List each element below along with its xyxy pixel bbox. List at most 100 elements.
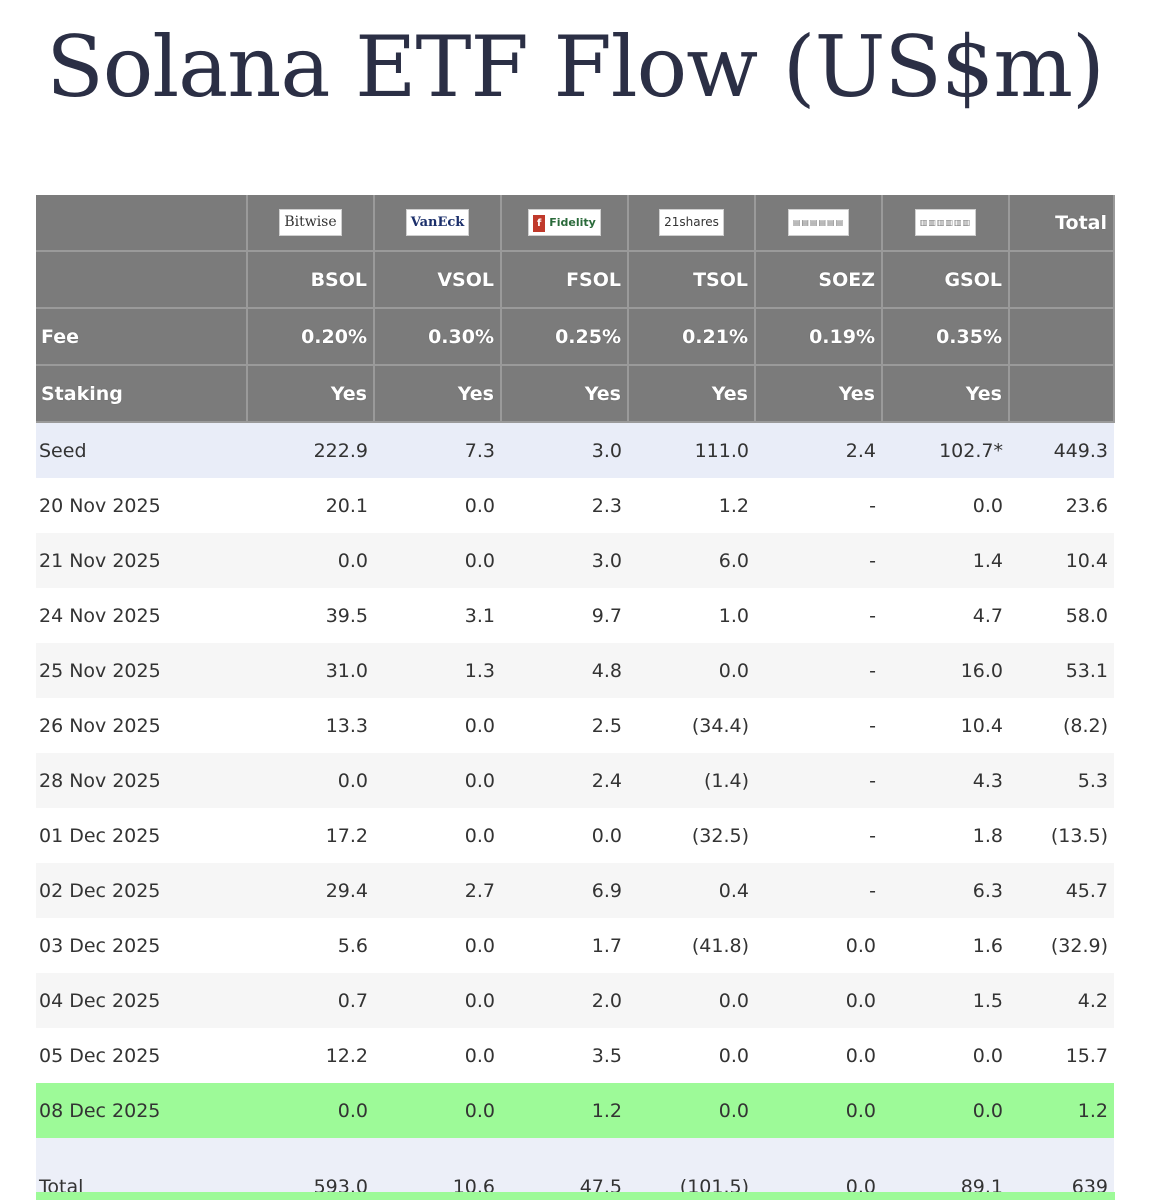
staking-gsol: Yes (882, 365, 1010, 423)
table-cell: 1.7 (501, 918, 628, 973)
table-cell: 449.3 (1009, 422, 1114, 478)
table-cell: 3.5 (501, 1028, 628, 1083)
soez-issuer-logo: ▤▤▤▤▤▤ (787, 209, 850, 236)
logo-cell-tsol: 21shares (628, 195, 756, 252)
table-cell: 53.1 (1009, 643, 1114, 698)
table-cell: (41.8) (628, 918, 755, 973)
row-label: 21 Nov 2025 (36, 533, 247, 588)
header-row-tickers: BSOL VSOL FSOL TSOL SOEZ GSOL (36, 251, 1115, 309)
ticker-gsol: GSOL (882, 251, 1010, 309)
logo-cell-fsol: f Fidelity (501, 195, 629, 252)
ticker-tsol: TSOL (628, 251, 756, 309)
table-cell: 4.2 (1009, 973, 1114, 1028)
row-label: 02 Dec 2025 (36, 863, 247, 918)
staking-total-cell (1009, 365, 1115, 423)
header-row-fee: Fee 0.20% 0.30% 0.25% 0.21% 0.19% 0.35% (36, 308, 1115, 366)
ticker-soez: SOEZ (755, 251, 883, 309)
table-cell: 0.0 (882, 1028, 1009, 1083)
cropped-row-fragment (36, 1192, 1115, 1200)
table-cell: 5.3 (1009, 753, 1114, 808)
fidelity-mark-icon: f (533, 214, 546, 232)
table-cell: 29.4 (247, 863, 374, 918)
table-cell: 9.7 (501, 588, 628, 643)
page-title: Solana ETF Flow (US$m) (46, 18, 1105, 116)
table-cell: 1.2 (628, 478, 755, 533)
logo-cell-soez: ▤▤▤▤▤▤ (755, 195, 883, 252)
21shares-logo: 21shares (659, 209, 724, 236)
table-row: 03 Dec 2025 5.6 0.0 1.7 (41.8) 0.0 1.6 (32.9) (36, 918, 1114, 973)
fidelity-logo-wrap: f Fidelity (528, 209, 601, 236)
table-cell: 0.0 (374, 478, 501, 533)
row-label: 25 Nov 2025 (36, 643, 247, 698)
table-cell: 4.8 (501, 643, 628, 698)
row-label: Seed (36, 422, 247, 478)
table-cell: - (755, 808, 882, 863)
table-cell: 1.2 (501, 1083, 628, 1138)
table-cell: 89.1 (882, 1138, 1009, 1198)
table-cell: 2.3 (501, 478, 628, 533)
row-label: 08 Dec 2025 (36, 1083, 247, 1138)
table-cell: 47.5 (501, 1138, 628, 1198)
table-cell: 1.4 (882, 533, 1009, 588)
table-cell: 1.5 (882, 973, 1009, 1028)
table-cell: - (755, 588, 882, 643)
staking-fsol: Yes (501, 365, 629, 423)
table-cell: 0.0 (374, 918, 501, 973)
table-cell: 12.2 (247, 1028, 374, 1083)
fee-total-cell (1009, 308, 1115, 366)
header-corner-cell (36, 195, 248, 252)
ticker-bsol: BSOL (247, 251, 375, 309)
table-cell: (1.4) (628, 753, 755, 808)
table-cell: 0.7 (247, 973, 374, 1028)
fee-tsol: 0.21% (628, 308, 756, 366)
table-cell: 0.0 (755, 1138, 882, 1198)
logo-cell-bsol: Bitwise (247, 195, 375, 252)
ticker-vsol: VSOL (374, 251, 502, 309)
header-row-logos: Bitwise VanEck f Fidelity 21shares ▤▤▤▤▤▤… (36, 195, 1115, 252)
table-cell: 639 (1009, 1138, 1114, 1198)
table-row: Total 593.0 10.6 47.5 (101.5) 0.0 89.1 639 (36, 1138, 1114, 1198)
table-cell: - (755, 533, 882, 588)
table-row: 21 Nov 2025 0.0 0.0 3.0 6.0-1.4 10.4 (36, 533, 1114, 588)
table-row: 05 Dec 2025 12.2 0.0 3.5 0.0 0.0 0.0 15.7 (36, 1028, 1114, 1083)
table-row: 02 Dec 2025 29.4 2.7 6.9 0.4-6.3 45.7 (36, 863, 1114, 918)
fee-label: Fee (36, 308, 248, 366)
table-cell: 1.3 (374, 643, 501, 698)
header-row-staking: Staking Yes Yes Yes Yes Yes Yes (36, 365, 1115, 423)
staking-vsol: Yes (374, 365, 502, 423)
table-cell: 4.7 (882, 588, 1009, 643)
table-cell: 0.0 (882, 478, 1009, 533)
table-cell: 0.0 (247, 753, 374, 808)
table-cell: 593.0 (247, 1138, 374, 1198)
table-cell: - (755, 698, 882, 753)
table-cell: 111.0 (628, 422, 755, 478)
table-cell: 0.0 (755, 918, 882, 973)
table-cell: 1.0 (628, 588, 755, 643)
table-cell: 102.7* (882, 422, 1009, 478)
table-cell: 2.4 (501, 753, 628, 808)
table-cell: - (755, 863, 882, 918)
table-cell: 4.3 (882, 753, 1009, 808)
table-body: Seed 222.9 7.3 3.0 111.0 2.4 102.7* 449.3 20 Nov… (36, 422, 1114, 1198)
table-cell: 0.0 (374, 1028, 501, 1083)
table-cell: 2.4 (755, 422, 882, 478)
table-cell: 58.0 (1009, 588, 1114, 643)
row-label: 20 Nov 2025 (36, 478, 247, 533)
table-cell: 0.0 (628, 973, 755, 1028)
table-cell: - (755, 753, 882, 808)
table-cell: 0.0 (374, 973, 501, 1028)
table-cell: 0.0 (374, 533, 501, 588)
table-row: 25 Nov 2025 31.0 1.3 4.8 0.0-16.0 53.1 (36, 643, 1114, 698)
table-cell: 15.7 (1009, 1028, 1114, 1083)
table-cell: 0.0 (628, 1028, 755, 1083)
table-cell: (101.5) (628, 1138, 755, 1198)
gsol-issuer-logo: ▥▥▥▥▥▥ (914, 209, 977, 236)
table-cell: 10.4 (882, 698, 1009, 753)
table-cell: 5.6 (247, 918, 374, 973)
table-cell: 0.0 (374, 753, 501, 808)
table-cell: 17.2 (247, 808, 374, 863)
fidelity-logo: Fidelity (549, 216, 596, 229)
staking-bsol: Yes (247, 365, 375, 423)
logo-cell-gsol: ▥▥▥▥▥▥ (882, 195, 1010, 252)
table-cell: 0.0 (374, 1083, 501, 1138)
